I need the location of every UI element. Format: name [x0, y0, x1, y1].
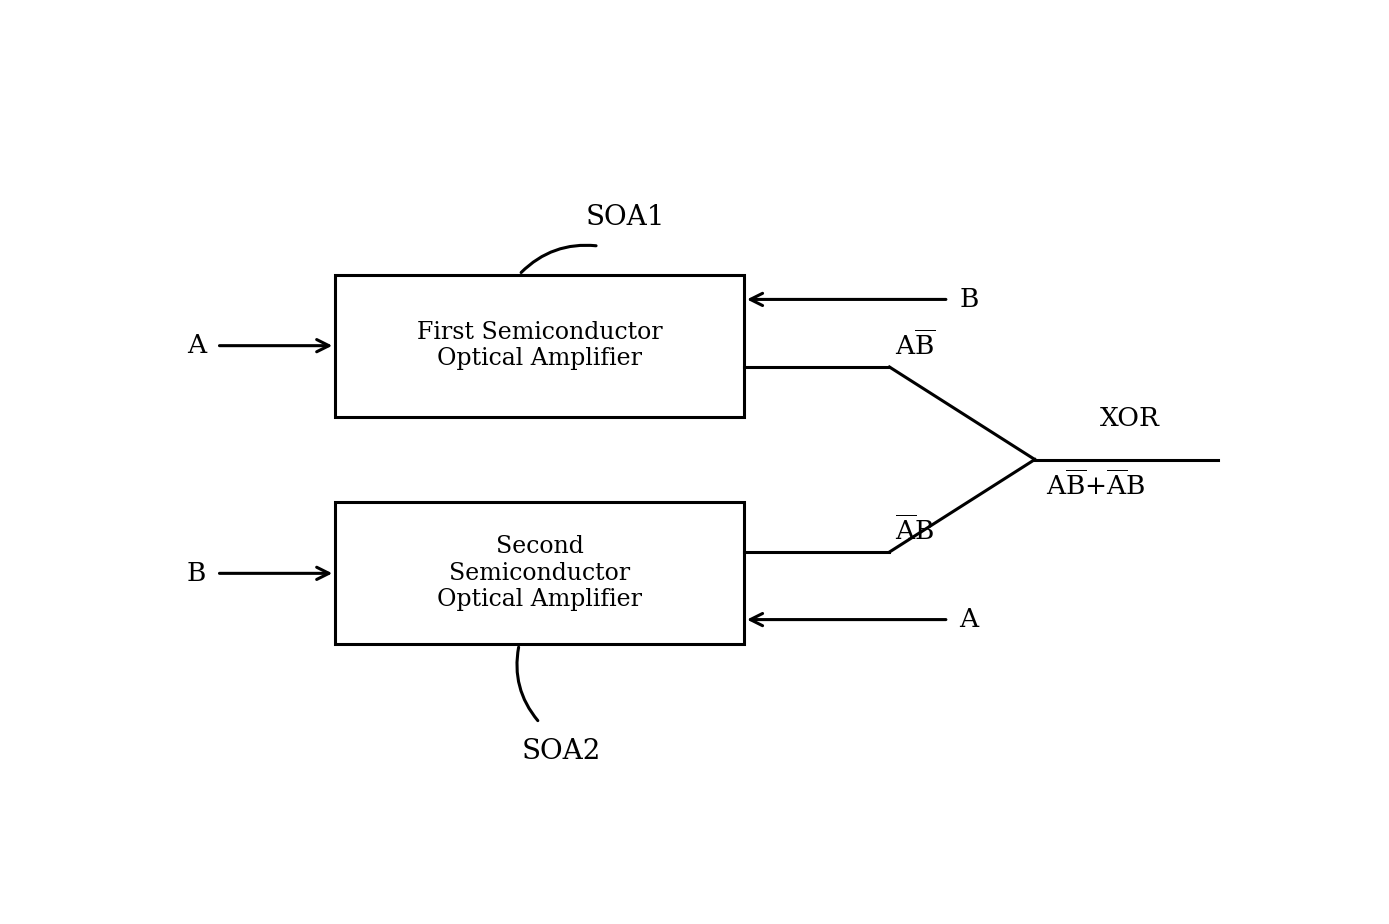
Text: B: B — [960, 287, 979, 312]
Text: B: B — [186, 561, 206, 586]
Text: Second
Semiconductor
Optical Amplifier: Second Semiconductor Optical Amplifier — [438, 535, 642, 612]
Bar — [335, 274, 745, 417]
Text: $\mathdefault{\overline{A}}$B: $\mathdefault{\overline{A}}$B — [895, 515, 933, 545]
Text: First Semiconductor
Optical Amplifier: First Semiconductor Optical Amplifier — [417, 321, 663, 371]
Text: A$\mathdefault{\overline{B}}$+$\mathdefault{\overline{A}}$B: A$\mathdefault{\overline{B}}$+$\mathdefa… — [1046, 470, 1145, 500]
Text: A$\mathdefault{\overline{B}}$: A$\mathdefault{\overline{B}}$ — [895, 330, 935, 359]
Text: SOA2: SOA2 — [521, 737, 601, 765]
Text: XOR: XOR — [1100, 406, 1160, 431]
Text: A: A — [186, 334, 206, 359]
Text: SOA1: SOA1 — [586, 204, 665, 231]
Bar — [335, 503, 745, 645]
Text: A: A — [960, 607, 979, 632]
